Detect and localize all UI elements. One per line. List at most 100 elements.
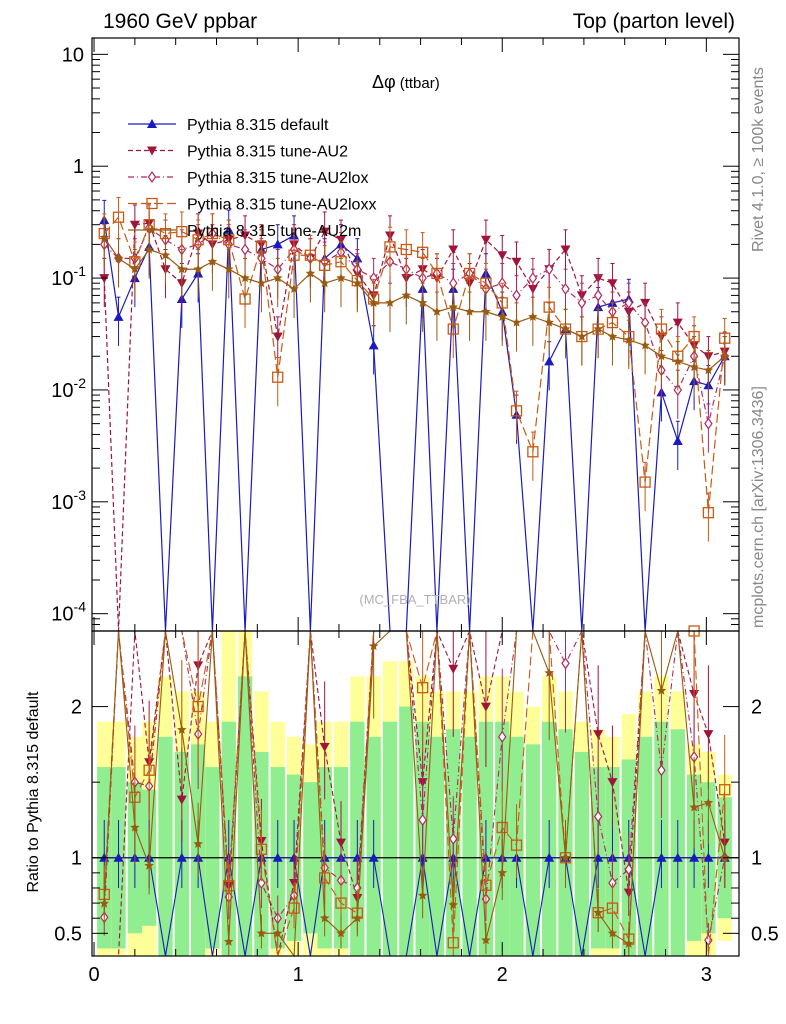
ratio-data-point xyxy=(319,742,330,752)
y-tick-label: 10-4 xyxy=(51,599,86,626)
ratio-plot-series xyxy=(98,625,731,958)
main-data-point xyxy=(255,241,268,253)
x-tick-label: 0 xyxy=(88,964,99,986)
main-data-point xyxy=(385,297,395,307)
main-data-point xyxy=(144,244,154,254)
main-data-point xyxy=(607,331,618,341)
plot-title-sub: (ttbar) xyxy=(400,75,440,92)
ratio-band-inner xyxy=(399,706,414,956)
main-series-line xyxy=(103,222,725,632)
ratio-data-point xyxy=(672,852,683,862)
main-data-point xyxy=(655,323,668,335)
main-data-point xyxy=(464,306,475,316)
ratio-data-point xyxy=(223,936,234,946)
main-data-point xyxy=(511,257,522,267)
main-series-line xyxy=(103,237,726,371)
main-data-point xyxy=(544,356,555,366)
ratio-data-point xyxy=(272,852,283,862)
main-data-point xyxy=(561,282,570,295)
main-data-point xyxy=(497,311,507,321)
main-data-point xyxy=(176,226,188,238)
main-data-point xyxy=(272,332,283,342)
main-data-point xyxy=(289,283,299,293)
main-data-point xyxy=(656,351,667,361)
main-data-point xyxy=(223,234,235,246)
main-data-point xyxy=(319,278,330,288)
ratio-data-point xyxy=(176,852,187,862)
main-data-point xyxy=(544,317,554,327)
main-data-point xyxy=(672,435,683,445)
ratio-data-point xyxy=(561,657,570,670)
ratio-data-point xyxy=(656,852,667,862)
main-data-point xyxy=(240,243,250,256)
main-data-point xyxy=(639,476,651,488)
ratio-data-point xyxy=(510,839,523,851)
main-data-point xyxy=(256,278,267,288)
main-data-point xyxy=(368,340,379,350)
ratio-data-point xyxy=(335,897,347,909)
main-data-point xyxy=(368,297,379,307)
y-tick-label: 10-2 xyxy=(51,375,86,402)
ratio-data-point xyxy=(544,852,555,862)
main-data-point xyxy=(432,306,442,316)
ratio-data-point xyxy=(607,778,618,788)
legend-entry-label: Pythia 8.315 tune-AU2m xyxy=(187,223,361,240)
main-data-point xyxy=(401,290,412,300)
main-plot-series xyxy=(98,197,731,632)
legend-entry-label: Pythia 8.315 tune-AU2loxx xyxy=(187,197,376,214)
ratio-series-line xyxy=(103,630,726,958)
main-data-point xyxy=(305,268,316,278)
main-data-point xyxy=(336,273,346,283)
ratio-data-point xyxy=(223,880,235,892)
main-data-point xyxy=(640,340,650,350)
ratio-data-point xyxy=(497,867,507,877)
ratio-data-point xyxy=(593,852,604,862)
legend-entry-label: Pythia 8.315 tune-AU2lox xyxy=(187,170,368,187)
ratio-data-point xyxy=(319,872,331,884)
main-data-point xyxy=(511,317,522,327)
main-data-point xyxy=(577,331,587,341)
ratio-y-axis-label: Ratio to Pythia 8.315 default xyxy=(25,691,42,893)
y-tick-label: 10 xyxy=(62,44,84,66)
legend-marker xyxy=(146,197,158,210)
ratio-data-point xyxy=(352,913,363,923)
ratio-data-point xyxy=(272,928,283,938)
ratio-data-point xyxy=(113,852,124,862)
main-data-point xyxy=(528,272,538,285)
ratio-y-tick-label: 1 xyxy=(71,848,82,870)
ratio-data-point xyxy=(176,795,187,805)
ratio-data-point xyxy=(447,937,459,949)
ratio-band-inner xyxy=(637,736,653,956)
ratio-data-point xyxy=(192,700,204,713)
ratio-data-point xyxy=(288,902,300,914)
main-series-line xyxy=(103,216,726,513)
main-data-point xyxy=(497,251,508,261)
main-data-point xyxy=(223,264,234,274)
main-series-line xyxy=(103,227,726,424)
legend-entry-label: Pythia 8.315 default xyxy=(187,117,329,134)
rivet-version-label: Rivet 4.1.0, ≥ 100k events xyxy=(750,67,767,252)
ratio-data-point xyxy=(593,810,603,823)
ratio-data-point xyxy=(703,852,714,862)
main-data-point xyxy=(512,289,521,302)
ratio-data-point xyxy=(336,838,347,848)
main-data-point xyxy=(272,371,284,383)
main-data-point xyxy=(448,302,459,312)
plot-title-main: Δφ xyxy=(372,72,396,92)
main-data-point xyxy=(689,362,699,372)
main-data-point xyxy=(673,356,683,366)
main-data-point xyxy=(207,256,218,266)
ratio-data-point xyxy=(624,938,634,948)
legend-marker xyxy=(147,119,157,128)
main-data-point xyxy=(480,235,491,245)
main-data-point xyxy=(400,243,412,256)
main-data-point xyxy=(624,296,634,309)
ratio-data-point xyxy=(256,928,267,938)
main-data-point xyxy=(129,220,140,230)
ratio-data-point xyxy=(560,852,571,862)
y-tick-label: 1 xyxy=(73,156,84,178)
main-series-line xyxy=(103,219,726,632)
mcplots-label: mcplots.cern.ch [arXiv:1306.3436] xyxy=(750,386,767,628)
main-data-point xyxy=(463,267,476,280)
